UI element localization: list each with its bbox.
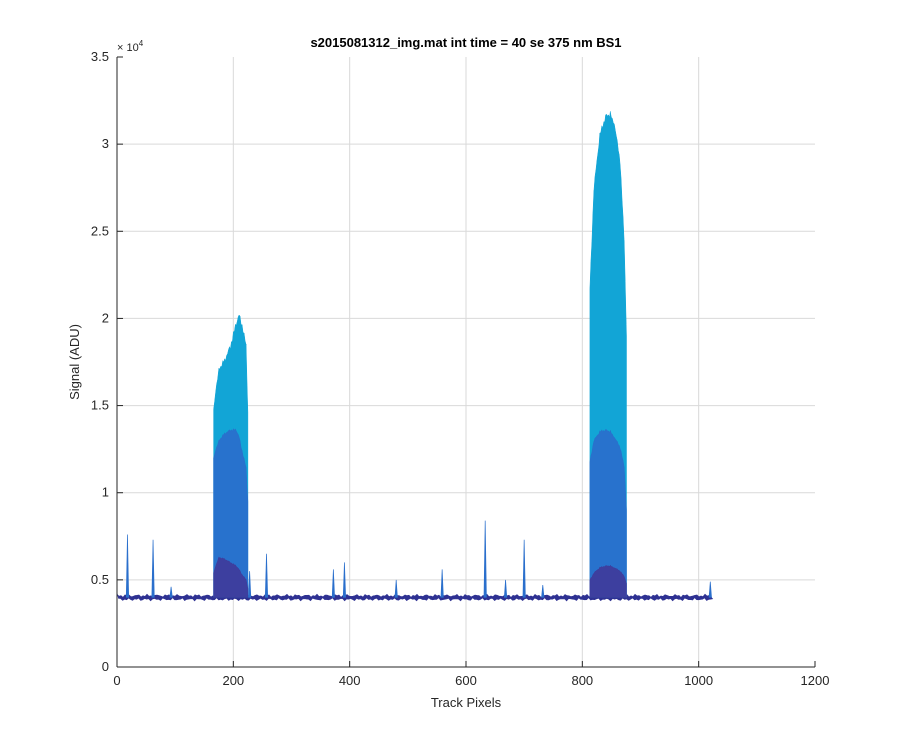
x-tick-label-0: 0 [113,673,120,688]
x-tick-label-2: 400 [339,673,361,688]
chart-title: s2015081312_img.mat int time = 40 se 375… [310,35,621,50]
spike-5 [331,569,335,598]
spike-12 [541,585,545,598]
y-tick-label-0: 0 [102,659,109,674]
spike-9 [483,520,487,598]
ticks: 0 200 400 600 800 1000 1200 0 0.5 1 1.5 2 2.5 3 3.5 [91,49,830,688]
baseline-noise [116,592,714,602]
y-tick-label-2: 1 [102,485,109,500]
x-tick-label-5: 1000 [684,673,713,688]
y-tick-label-5: 2.5 [91,223,109,238]
peak-1-mid [589,429,627,598]
y-tick-label-1: 0.5 [91,572,109,587]
y-exponent-label: × 104 [117,39,144,54]
x-axis-label: Track Pixels [431,695,502,710]
spike-2 [169,586,173,598]
peak-0-mid [213,428,249,598]
spike-3 [248,571,252,598]
spike-11 [522,539,526,598]
spike-0 [125,534,130,598]
x-tick-label-3: 600 [455,673,477,688]
spike-10 [503,579,508,598]
x-tick-label-4: 800 [571,673,593,688]
y-tick-label-6: 3 [102,136,109,151]
y-exponent-base: × 10 [117,42,139,54]
y-tick-label-4: 2 [102,310,109,325]
spike-7 [394,579,398,598]
spike-4 [264,553,269,598]
y-tick-label-7: 3.5 [91,49,109,64]
signal-series [116,111,714,602]
y-axis-label: Signal (ADU) [67,324,82,400]
spike-8 [440,569,444,598]
spike-6 [342,562,346,598]
spike-1 [151,539,155,598]
peak-0-low [213,556,249,598]
y-exponent-power: 4 [139,39,144,48]
spike-13 [708,581,712,598]
x-tick-label-6: 1200 [801,673,830,688]
x-tick-label-1: 200 [222,673,244,688]
y-tick-label-3: 1.5 [91,398,109,413]
peak-1-low [589,564,627,598]
